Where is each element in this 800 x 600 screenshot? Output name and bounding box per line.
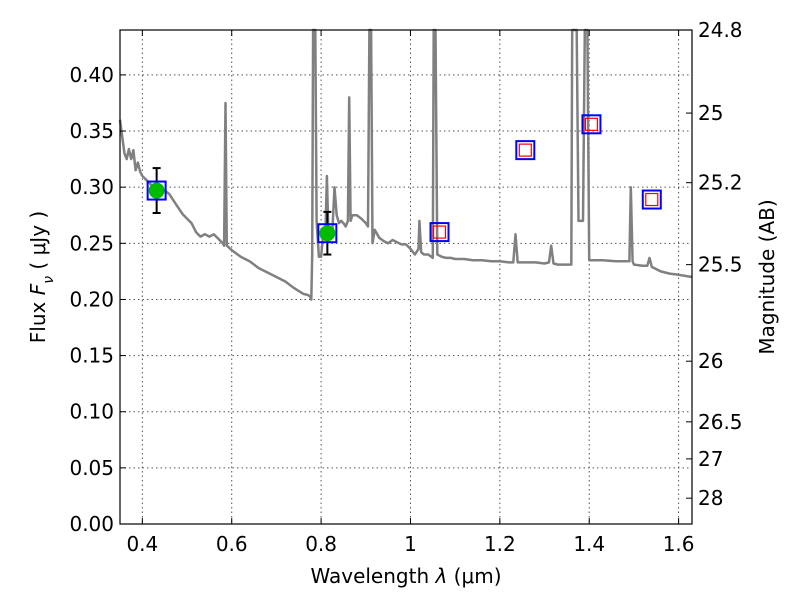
right-tick-label: 28 <box>698 486 723 510</box>
x-axis-title: Wavelength λ (μm) <box>310 564 501 588</box>
measured-flux-point <box>148 182 165 199</box>
right-tick-label: 27 <box>698 447 723 471</box>
synthetic-flux-marker <box>518 143 532 157</box>
spectrum-layer <box>118 28 693 301</box>
x-tick-label: 1.2 <box>484 532 516 556</box>
spectrum-line <box>118 28 693 301</box>
y-tick-label: 0.40 <box>69 63 114 87</box>
right-tick-label: 26 <box>698 349 723 373</box>
y-tick-label: 0.35 <box>69 119 114 143</box>
right-tick-label: 25.2 <box>698 171 743 195</box>
y-tick-label: 0.25 <box>69 231 114 255</box>
right-tick-label: 25 <box>698 101 723 125</box>
model-box-marker <box>641 189 662 210</box>
y-tick-label: 0.10 <box>69 400 114 424</box>
y-tick-label: 0.20 <box>69 287 114 311</box>
grid-layer <box>120 30 692 525</box>
photometry-layer <box>146 114 662 256</box>
ticks-layer <box>120 29 692 525</box>
x-tick-label: 0.8 <box>305 532 337 556</box>
x-tick-label: 0.4 <box>126 532 158 556</box>
synthetic-flux-marker <box>584 117 599 131</box>
y-tick-label: 0.15 <box>69 344 114 368</box>
x-tick-label: 1.6 <box>663 532 695 556</box>
tick-labels-layer: 0.4 0.6 0.8 1 1.2 1.4 1.6 0.00 0.05 0.10 0.15 0.20 0… <box>69 18 742 556</box>
y-tick-label: 0.05 <box>69 456 114 480</box>
model-box-marker <box>581 114 602 135</box>
right-tick-label: 25.5 <box>698 253 743 277</box>
synthetic-flux-marker <box>645 192 659 207</box>
y-tick-label: 0.00 <box>69 512 114 536</box>
right-tick-label: 26.5 <box>698 410 743 434</box>
plot-frame <box>119 29 693 525</box>
right-axis-title: Magnitude (AB) <box>755 199 779 354</box>
model-box-marker <box>146 180 167 201</box>
y-tick-label: 0.30 <box>69 175 114 199</box>
synthetic-flux-marker <box>432 225 447 239</box>
y-axis-title: Flux Fν ( μJy ) <box>26 211 57 343</box>
x-tick-label: 1 <box>404 532 417 556</box>
model-box-marker <box>429 222 450 243</box>
model-box-marker <box>515 140 536 161</box>
model-box-marker <box>317 223 338 244</box>
x-tick-label: 1.4 <box>573 532 605 556</box>
x-tick-label: 0.6 <box>216 532 248 556</box>
right-tick-label: 24.8 <box>698 18 743 42</box>
measured-flux-point <box>319 225 336 242</box>
